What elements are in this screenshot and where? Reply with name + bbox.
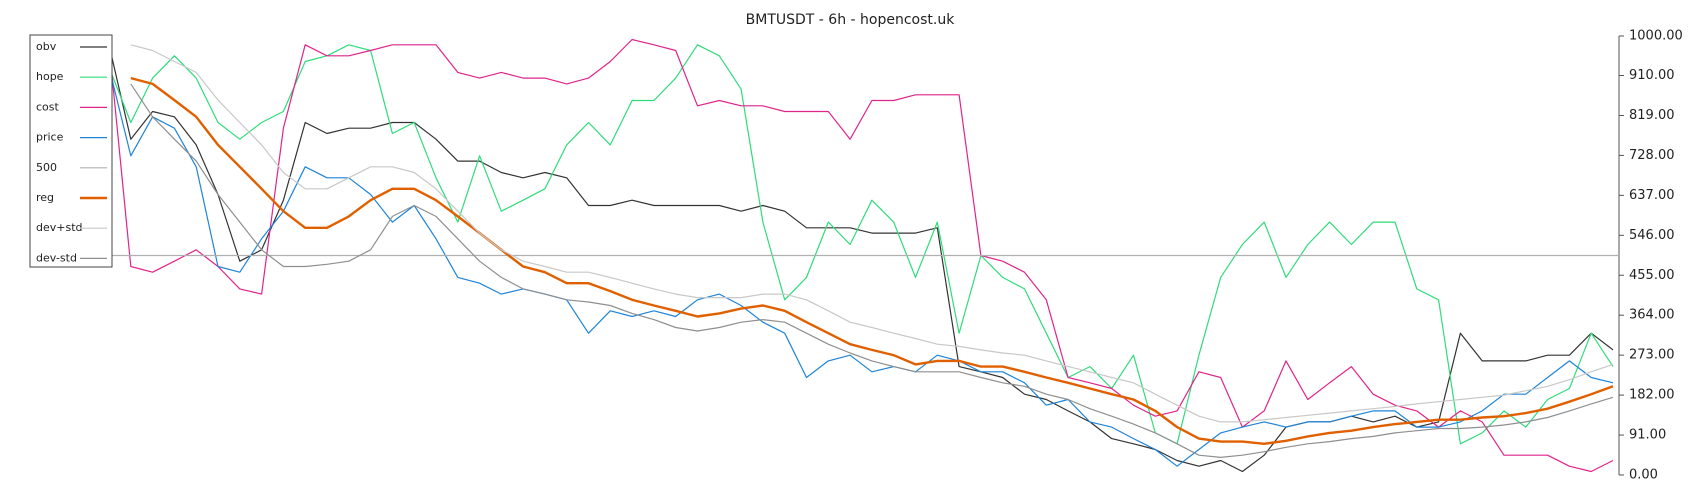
y-tick-label: 0.00: [1629, 468, 1658, 483]
legend-label: reg: [36, 191, 54, 204]
legend-label: price: [36, 131, 64, 144]
series-line: [130, 76, 1614, 445]
legend-label: 500: [36, 161, 57, 174]
legend-label: dev-std: [36, 251, 77, 264]
y-tick-label: 273.00: [1629, 348, 1675, 363]
chart-title: BMTUSDT - 6h - hopencost.uk: [746, 12, 956, 28]
y-tick-label: 364.00: [1629, 308, 1675, 323]
y-tick-label: 819.00: [1629, 108, 1675, 123]
y-tick-label: 910.00: [1629, 68, 1675, 83]
series-line: [108, 38, 1614, 473]
series-line: [130, 83, 1614, 458]
y-tick-label: 91.00: [1629, 428, 1666, 443]
y-tick-label: 728.00: [1629, 148, 1675, 163]
y-tick-label: 455.00: [1629, 268, 1675, 283]
y-tick-label: 637.00: [1629, 188, 1675, 203]
y-tick-label: 1000.00: [1629, 29, 1683, 44]
series-line: [130, 44, 1614, 423]
legend-label: dev+std: [36, 221, 83, 234]
series-line: [108, 44, 1614, 473]
legend-label: hope: [36, 70, 64, 83]
y-tick-label: 182.00: [1629, 388, 1675, 403]
legend-label: obv: [36, 40, 57, 53]
series-line: [108, 44, 1614, 445]
y-tick-label: 546.00: [1629, 228, 1675, 243]
legend-label: cost: [36, 100, 60, 113]
series-line: [108, 67, 1614, 467]
